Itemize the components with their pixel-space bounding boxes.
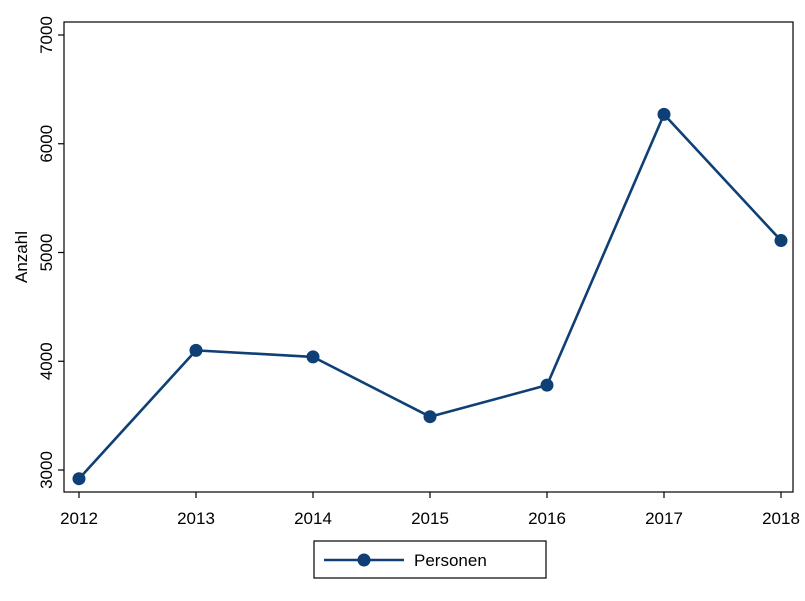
legend-label-personen: Personen [414,551,487,570]
plot-area-frame [63,21,794,493]
legend: Personen [313,540,547,579]
x-tick-label: 2012 [60,509,98,528]
x-tick-label: 2014 [294,509,332,528]
x-tick-label: 2016 [528,509,566,528]
data-point-2017 [657,107,671,121]
data-point-2018 [774,234,788,248]
data-point-2016 [540,378,554,392]
y-tick-label: 6000 [37,125,56,163]
y-axis-title: Anzahl [12,231,31,283]
x-tick-label: 2015 [411,509,449,528]
y-tick-label: 4000 [37,342,56,380]
series-layer [72,107,788,486]
y-axis-ticks: 3000 4000 5000 6000 7000 [37,16,64,489]
data-point-2013 [189,343,203,357]
x-tick-label: 2017 [645,509,683,528]
x-axis-ticks: 2012 2013 2014 2015 2016 2017 2018 [60,492,800,528]
y-tick-label: 7000 [37,16,56,54]
x-tick-label: 2018 [762,509,800,528]
data-point-2014 [306,350,320,364]
y-tick-label: 3000 [37,451,56,489]
legend-marker-swatch [357,553,371,567]
y-tick-label: 5000 [37,234,56,272]
data-point-2015 [423,410,437,424]
data-point-2012 [72,472,86,486]
x-tick-label: 2013 [177,509,215,528]
